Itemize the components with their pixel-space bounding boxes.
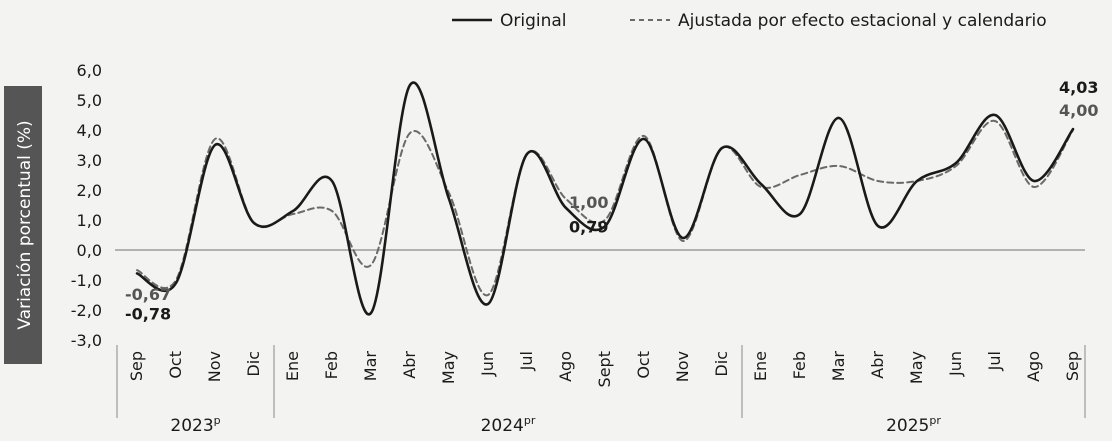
annotations: -0,67-0,78 1,00 0,79 4,03 4,00: [125, 78, 1098, 323]
x-tick-label: Abr: [868, 351, 887, 379]
year-groups: 2023p 2024pr 2025pr: [116, 345, 1086, 436]
x-tick-label: Jun: [478, 351, 497, 377]
y-axis: 6,0 5,0 4,0 3,0 2,0 1,0 0,0 -1,0 -2,0 -3,0: [71, 61, 102, 350]
y-tick-label: -1,0: [71, 271, 102, 290]
x-axis: Sep Oct Nov Dic Ene Feb Mar Abr May Jun Jul Ago Sept…: [127, 351, 1082, 388]
x-tick-label: Feb: [790, 351, 809, 379]
x-tick-label: Oct: [634, 351, 653, 379]
y-tick-label: 1,0: [77, 211, 102, 230]
data-label: 0,79: [569, 217, 608, 236]
x-tick-label: Ene: [751, 351, 770, 381]
x-tick-label: Mar: [361, 351, 380, 382]
x-tick-label: Ago: [1024, 351, 1043, 382]
ylabel-box: [4, 86, 42, 364]
x-tick-label: Ene: [283, 351, 302, 381]
y-tick-label: -3,0: [71, 331, 102, 350]
x-tick-label: May: [439, 351, 458, 384]
data-label: -0,67: [125, 285, 171, 304]
year-label: 2023p: [170, 414, 220, 436]
x-tick-label: Dic: [712, 351, 731, 377]
y-tick-label: 5,0: [77, 91, 102, 110]
x-tick-label: May: [907, 351, 926, 384]
data-label: 4,00: [1059, 101, 1098, 120]
x-tick-label: Mar: [829, 351, 848, 382]
year-label: 2024pr: [481, 414, 536, 436]
x-tick-label: Nov: [205, 351, 224, 382]
year-label: 2025pr: [886, 414, 941, 436]
x-tick-label: Jun: [946, 351, 965, 377]
x-tick-label: Sep: [127, 351, 146, 381]
series-lines: [135, 81, 1075, 316]
x-tick-label: Ago: [556, 351, 575, 382]
legend: Original Ajustada por efecto estacional …: [452, 11, 1047, 31]
x-tick-label: Sep: [1063, 351, 1082, 381]
y-tick-label: 2,0: [77, 181, 102, 200]
y-tick-label: 3,0: [77, 151, 102, 170]
data-label: -0,78: [125, 304, 171, 323]
data-label: 1,00: [569, 193, 608, 212]
y-tick-label: 0,0: [77, 241, 102, 260]
x-tick-label: Abr: [400, 351, 419, 379]
legend-label-original: Original: [500, 11, 567, 31]
x-tick-label: Oct: [166, 351, 185, 379]
data-label: 4,03: [1059, 78, 1098, 97]
x-tick-label: Feb: [322, 351, 341, 379]
x-tick-label: Dic: [244, 351, 263, 377]
series-line-original: [135, 81, 1075, 316]
y-tick-label: -2,0: [71, 301, 102, 320]
y-tick-label: 4,0: [77, 121, 102, 140]
x-tick-label: Sept: [595, 351, 614, 387]
x-tick-label: Jul: [517, 351, 536, 371]
y-tick-label: 6,0: [77, 61, 102, 80]
series-line-adjusted: [136, 119, 1074, 297]
legend-label-adjusted: Ajustada por efecto estacional y calenda…: [678, 11, 1047, 31]
ylabel: Variación porcentual (%): [15, 120, 35, 329]
x-tick-label: Nov: [673, 351, 692, 382]
x-tick-label: Jul: [985, 351, 1004, 371]
